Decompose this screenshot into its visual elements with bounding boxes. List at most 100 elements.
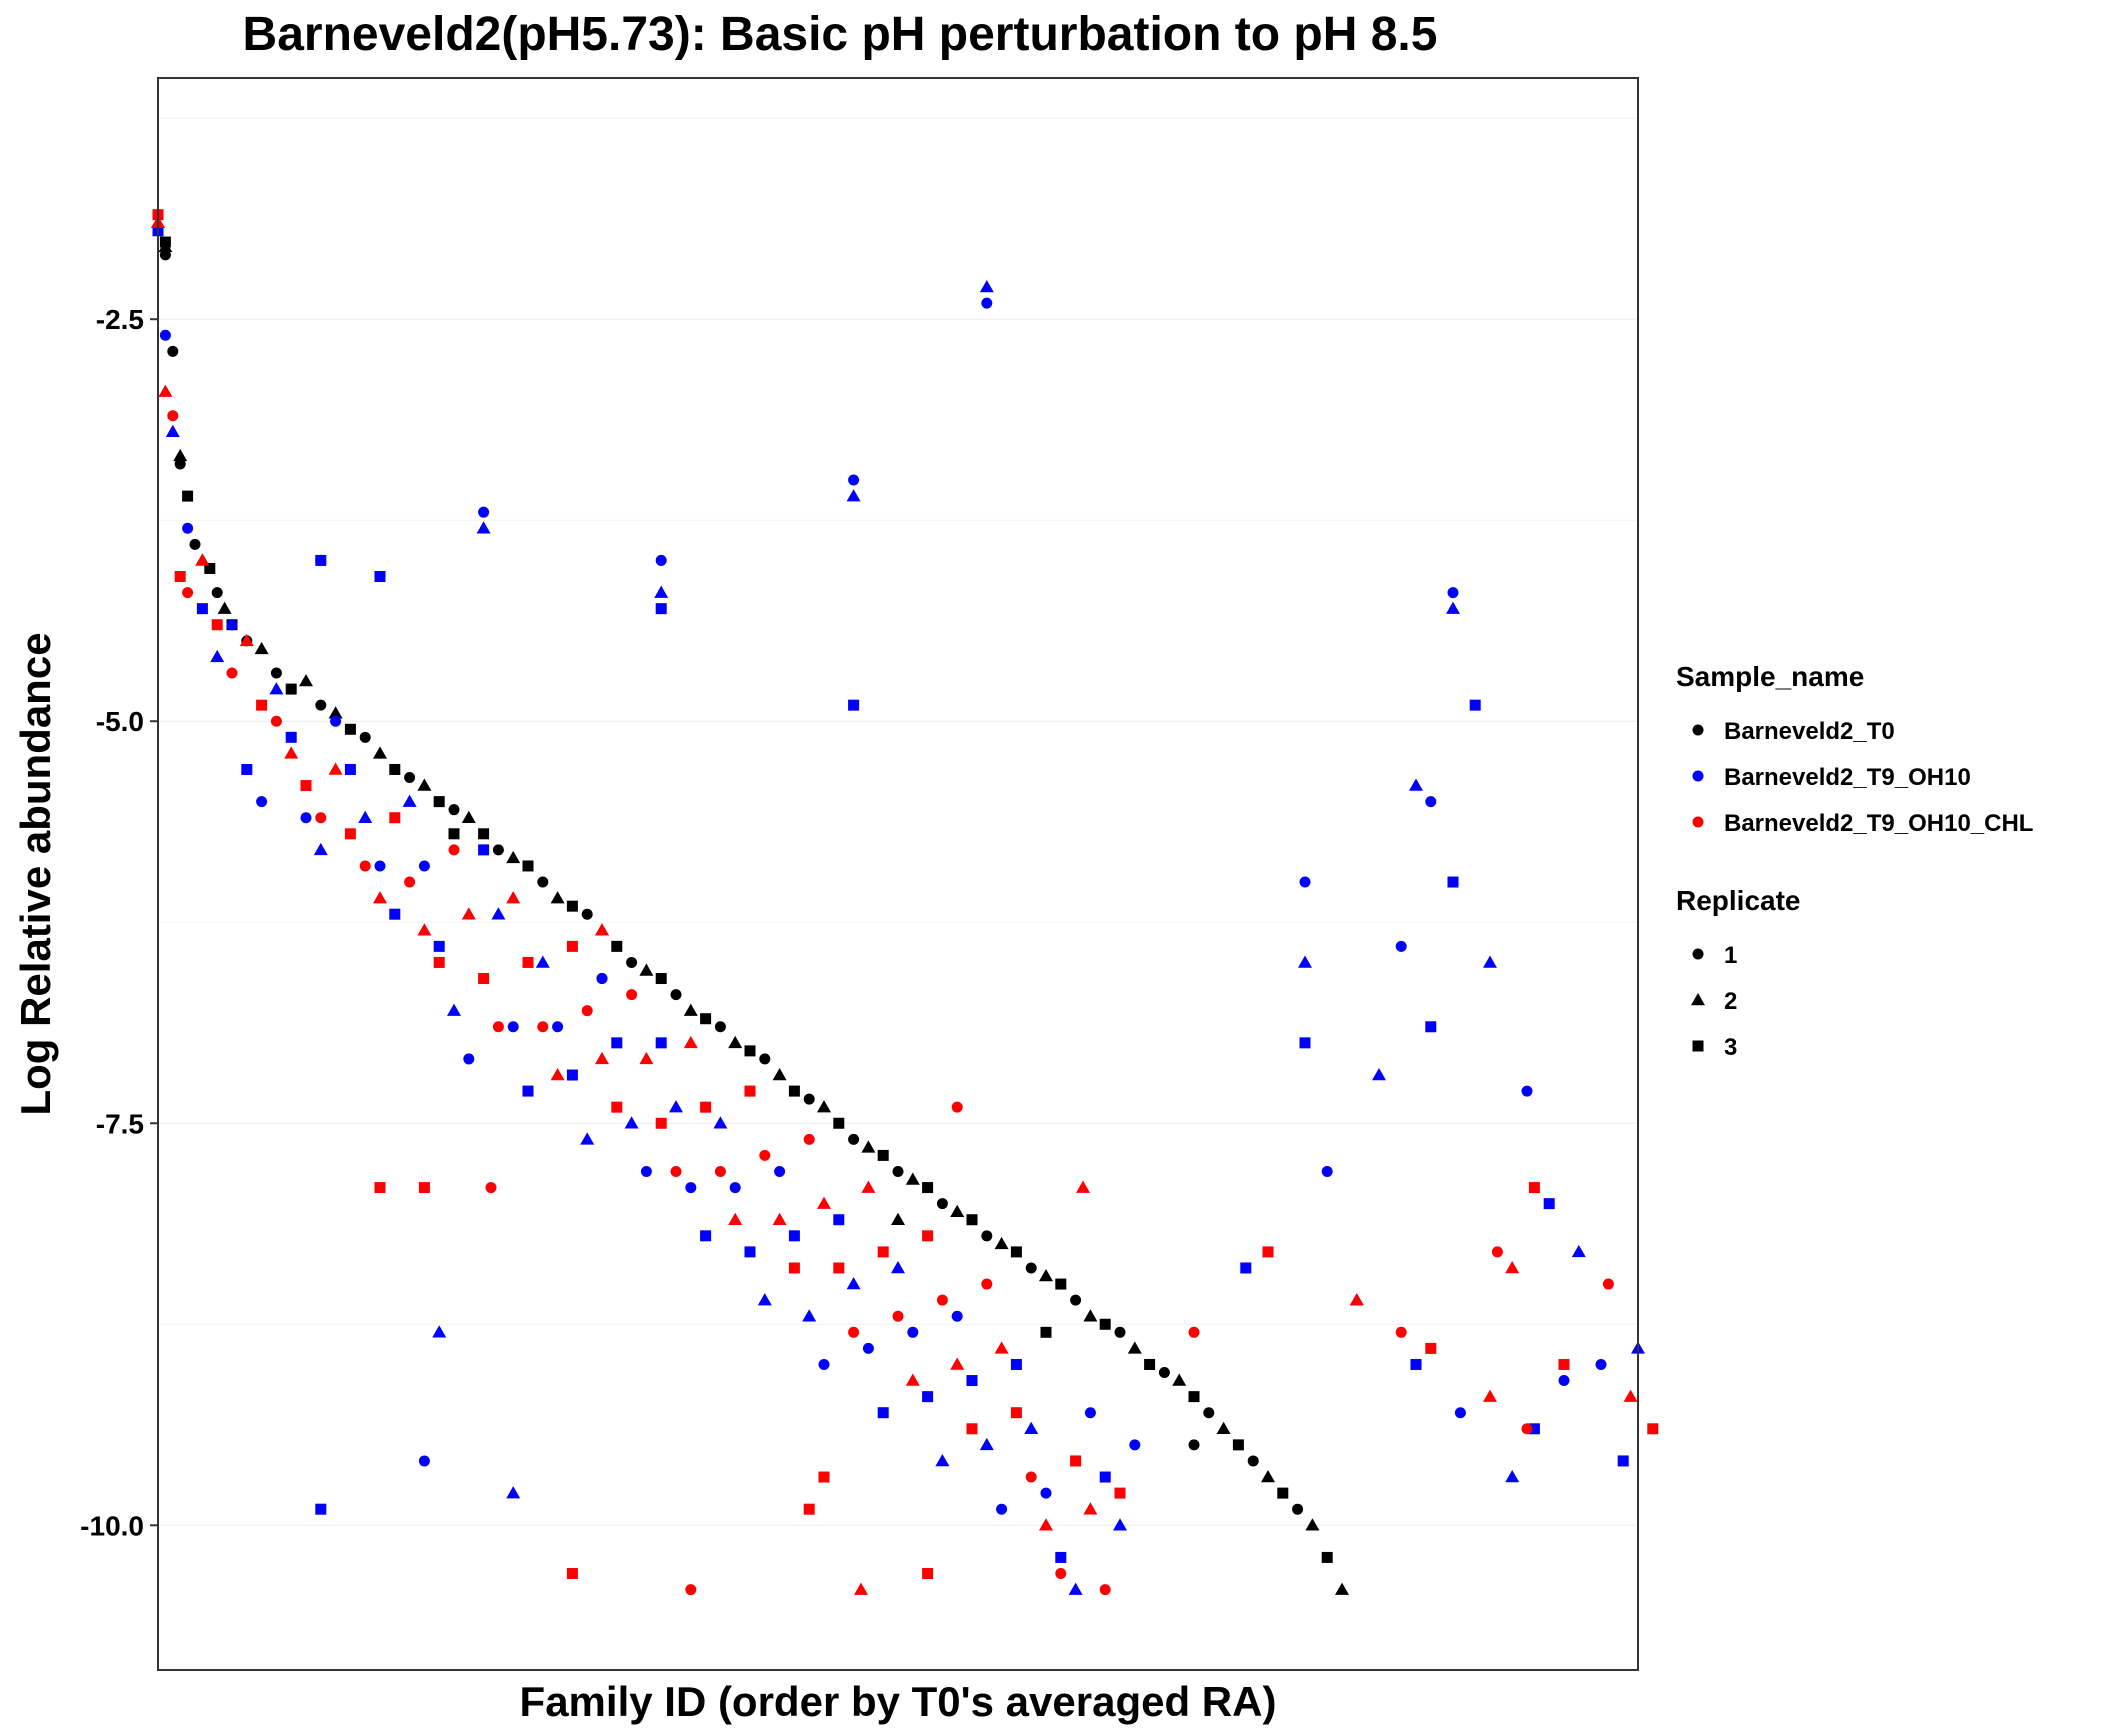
data-point <box>685 1584 697 1596</box>
data-point <box>848 699 860 711</box>
data-point <box>492 1021 504 1033</box>
data-point <box>1114 1487 1126 1499</box>
data-point <box>848 1326 860 1338</box>
data-point <box>506 1486 521 1499</box>
data-point <box>922 1391 934 1403</box>
data-point <box>854 1582 868 1595</box>
data-point <box>1025 1262 1037 1274</box>
data-point <box>848 1133 860 1145</box>
data-point <box>1558 1375 1570 1387</box>
data-point <box>174 458 186 470</box>
data-point <box>683 1003 698 1016</box>
data-point <box>936 1294 948 1306</box>
data-point <box>226 667 238 679</box>
data-point <box>817 1196 831 1209</box>
data-point <box>981 1230 993 1242</box>
data-point <box>174 571 186 583</box>
data-point <box>1040 1487 1052 1499</box>
data-point <box>1483 955 1497 968</box>
data-point <box>595 1051 609 1065</box>
data-point <box>1216 1421 1231 1435</box>
data-point <box>418 860 430 872</box>
data-point <box>167 345 179 357</box>
data-point <box>670 989 682 1001</box>
data-point <box>966 1423 978 1435</box>
legend-label: 1 <box>1724 942 1737 969</box>
data-point <box>1505 1260 1520 1274</box>
data-point <box>759 1149 771 1161</box>
data-point <box>1395 940 1407 952</box>
data-point <box>1321 1551 1333 1563</box>
data-point <box>759 1053 771 1065</box>
data-point <box>432 1325 447 1338</box>
data-point <box>714 1021 726 1033</box>
data-point <box>241 763 253 775</box>
data-point <box>846 489 861 502</box>
data-point <box>566 1069 578 1081</box>
y-tick-label: -10.0 <box>80 1510 144 1541</box>
data-point <box>655 1117 667 1129</box>
data-point <box>669 1100 683 1113</box>
data-point <box>1447 876 1459 888</box>
data-point <box>285 731 297 743</box>
data-point <box>611 1101 623 1113</box>
data-point <box>1298 955 1312 968</box>
data-point <box>492 844 504 856</box>
data-point <box>522 860 534 872</box>
data-point <box>861 1180 876 1193</box>
data-point <box>1010 1246 1022 1258</box>
data-point <box>1543 1198 1555 1210</box>
data-point <box>328 706 343 719</box>
data-point <box>1025 1471 1037 1483</box>
data-point <box>1188 1439 1200 1451</box>
data-point <box>1299 876 1311 888</box>
data-point <box>506 850 521 864</box>
data-point <box>979 1437 994 1451</box>
data-point <box>566 940 578 952</box>
data-point <box>1039 1518 1053 1531</box>
data-point <box>211 619 223 631</box>
data-point <box>196 603 208 615</box>
data-point <box>1410 1358 1422 1370</box>
data-point <box>1039 1269 1053 1282</box>
data-point <box>611 940 623 952</box>
data-point <box>1521 1423 1533 1435</box>
data-point <box>182 522 194 534</box>
data-point <box>1623 1389 1638 1402</box>
data-point <box>189 538 201 550</box>
data-point <box>922 1230 934 1242</box>
data-point <box>358 810 373 823</box>
data-point <box>315 1503 327 1515</box>
data-point <box>772 1068 787 1081</box>
plot-area <box>151 77 1659 1671</box>
data-point <box>1292 1503 1304 1515</box>
data-point <box>374 1182 386 1194</box>
data-point <box>1055 1551 1067 1563</box>
legend: Sample_name Barneveld2_T0 Barneveld2_T9_OH… <box>1676 661 2033 1061</box>
legend-key <box>1692 948 1704 960</box>
data-point <box>448 828 460 840</box>
data-point <box>654 585 669 598</box>
y-tick-label: -5.0 <box>96 706 144 737</box>
data-point <box>173 448 188 462</box>
data-point <box>1055 1568 1067 1580</box>
data-point <box>270 667 282 679</box>
data-point <box>552 1021 564 1033</box>
legend-label: Barneveld2_T9_OH10_CHL <box>1724 810 2033 837</box>
data-point <box>907 1326 919 1338</box>
data-point <box>1262 1246 1274 1258</box>
data-point <box>285 683 297 695</box>
data-point <box>522 1085 534 1097</box>
data-point <box>359 731 371 743</box>
data-point <box>595 923 609 936</box>
legend-key <box>1692 770 1704 782</box>
data-point <box>935 1453 950 1467</box>
data-point <box>891 1260 905 1274</box>
data-point <box>299 674 313 687</box>
data-point <box>506 891 521 904</box>
data-point <box>566 1568 578 1580</box>
legend-key <box>1692 816 1704 828</box>
data-point <box>596 973 608 985</box>
data-point <box>803 1133 815 1145</box>
data-point <box>981 1278 993 1290</box>
